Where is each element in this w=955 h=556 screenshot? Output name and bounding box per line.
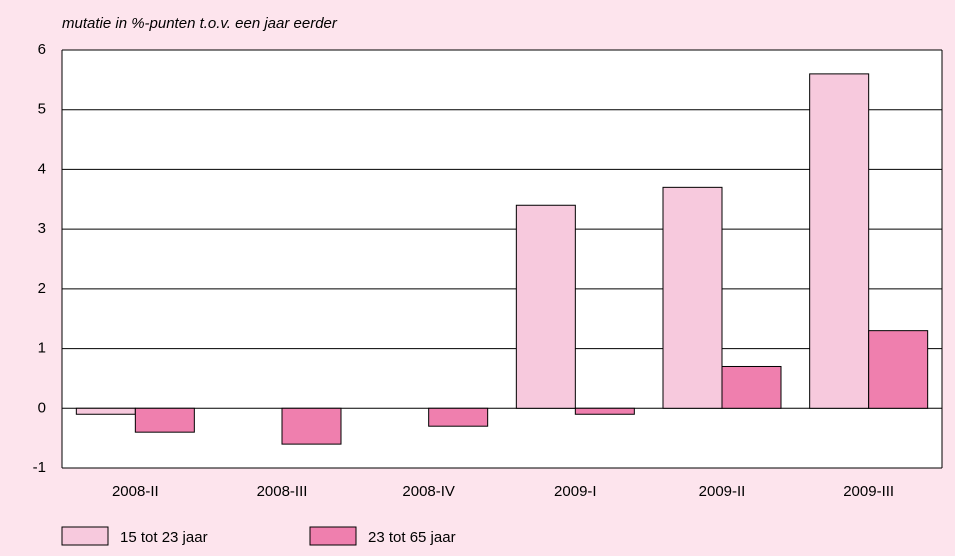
y-tick-label: 5 [38, 101, 46, 118]
legend-label: 15 tot 23 jaar [120, 529, 208, 546]
bar [868, 330, 929, 409]
x-tick-label: 2009-II [699, 483, 746, 500]
bar [134, 407, 195, 433]
y-tick-label: 3 [38, 220, 46, 237]
bar [809, 73, 870, 409]
chart-title: mutatie in %-punten t.o.v. een jaar eerd… [62, 15, 338, 32]
bar [428, 407, 489, 427]
legend-swatch [309, 526, 357, 546]
x-tick-label: 2009-III [843, 483, 894, 500]
y-tick-label: 4 [38, 160, 46, 177]
x-tick-label: 2009-I [554, 483, 597, 500]
y-tick-label: 6 [38, 41, 46, 58]
bar [721, 365, 782, 409]
plot-area [62, 50, 942, 468]
x-tick-label: 2008-IV [402, 483, 455, 500]
x-tick-label: 2008-III [257, 483, 308, 500]
y-tick-label: 1 [38, 340, 46, 357]
bar [75, 407, 136, 415]
legend-label: 23 tot 65 jaar [368, 529, 456, 546]
legend-swatch [61, 526, 109, 546]
y-tick-label: 2 [38, 280, 46, 297]
bar [574, 407, 635, 415]
y-tick-label: -1 [33, 459, 46, 476]
y-tick-label: 0 [38, 399, 46, 416]
x-tick-label: 2008-II [112, 483, 159, 500]
bar [515, 204, 576, 409]
bar [281, 407, 342, 445]
bar [662, 186, 723, 409]
